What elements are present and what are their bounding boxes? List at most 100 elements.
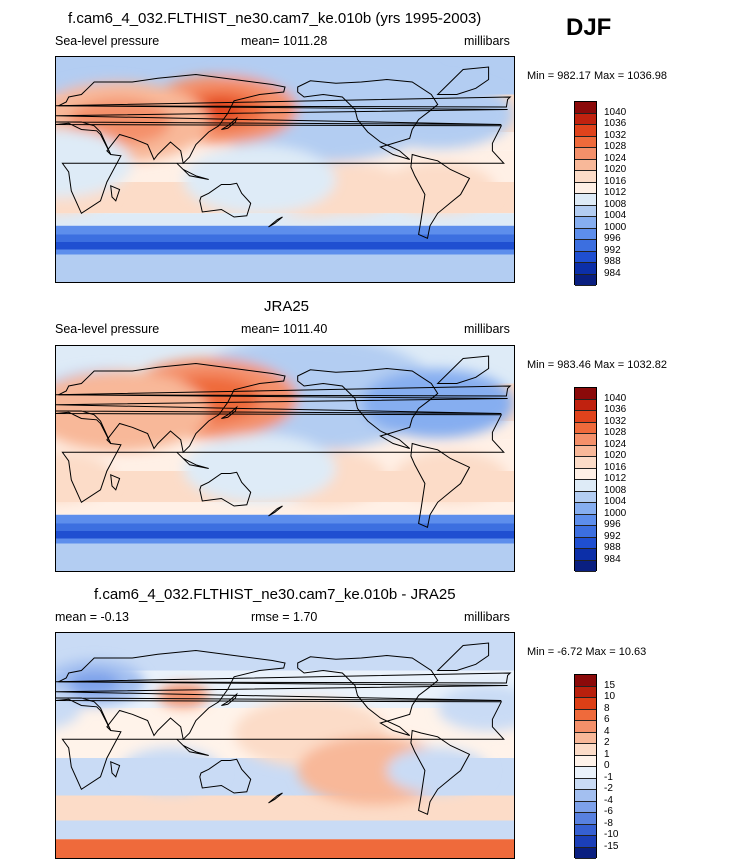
colorbar-swatch [575,503,596,515]
colorbar-swatch [575,755,596,767]
colorbar-swatch [575,445,596,457]
colorbar-swatch [575,251,596,263]
colorbar-tick-label: 1032 [604,129,627,141]
coastline-path [410,442,471,529]
colorbar-swatch [575,675,596,687]
colorbar-tick-label: -10 [604,829,619,840]
colorbar-tick-label: 988 [604,256,621,267]
field-region [380,162,495,215]
colorbar-tick-label: 984 [604,267,621,279]
field-region [119,747,222,794]
colorbar-tick-label: 996 [604,519,621,530]
island-path [56,385,512,397]
field-region [157,684,209,707]
coastline-path [410,729,471,816]
colorbar-swatch [575,480,596,492]
colorbar-swatch [575,263,596,275]
colorbar-tick-label: 1008 [604,198,627,210]
colorbar-swatch [575,709,596,721]
colorbar-tick-label: -6 [604,806,613,817]
island-path [268,505,283,517]
panel3-colorbar [574,674,597,859]
colorbar-tick-label: 10 [604,691,616,702]
panel1-units: millibars [464,34,510,48]
colorbar-swatch [575,434,596,446]
colorbar-swatch [575,240,596,252]
colorbar-swatch [575,468,596,480]
island-path [176,451,209,469]
coastline-path [56,122,505,215]
colorbar-swatch [575,790,596,802]
panel3-map-svg [56,633,514,858]
field-region [437,685,514,731]
pressure-band [56,531,514,539]
coastline-path [297,367,439,449]
colorbar-tick-label: 1012 [604,187,627,198]
colorbar-tick-label: -1 [604,771,613,783]
colorbar-swatch [575,537,596,549]
colorbar-tick-label: 1000 [604,221,627,233]
panel1-map [55,56,515,283]
colorbar-swatch [575,182,596,194]
difference-band [56,820,514,840]
colorbar-tick-label: 1040 [604,392,627,404]
colorbar-tick-label: 4 [604,725,610,737]
difference-band [56,839,514,858]
colorbar-tick-label: 984 [604,553,621,565]
colorbar-tick-label: 1012 [604,473,627,484]
colorbar-tick-label: 1004 [604,210,627,221]
colorbar-swatch [575,560,596,572]
colorbar-swatch [575,836,596,848]
island-path [110,474,121,491]
colorbar-tick-label: 1028 [604,141,627,152]
pressure-band [56,234,514,242]
pressure-band [56,213,514,226]
colorbar-tick-label: 1040 [604,106,627,118]
colorbar-tick-label: -15 [604,840,619,852]
field-region [68,671,120,695]
field-region [201,99,242,120]
pressure-band [56,514,514,524]
panel2-left-label: Sea-level pressure [55,322,160,336]
colorbar-swatch [575,491,596,503]
panel2-minmax: Min = 983.46 Max = 1032.82 [527,359,668,371]
colorbar-tick-label: 6 [604,714,610,725]
colorbar-swatch [575,217,596,229]
colorbar-tick-label: 1036 [604,118,627,129]
colorbar-tick-label: 15 [604,679,616,691]
difference-band [56,795,514,821]
coastline-path [436,642,490,671]
colorbar-swatch [575,194,596,206]
colorbar-tick-label: 0 [604,760,610,771]
panel1-title: f.cam6_4_032.FLTHIST_ne30.cam7_ke.010b (… [68,10,482,27]
coastline-path [199,758,252,794]
coastline-path [199,471,252,507]
colorbar-swatch [575,422,596,434]
colorbar-tick-label: 1016 [604,175,627,187]
field-region [183,434,336,503]
colorbar-tick-label: 1008 [604,484,627,496]
panel3-rmse: rmse = 1.70 [251,610,318,624]
season-label: DJF [566,14,612,41]
colorbar-tick-label: 1020 [604,164,627,175]
panel2-map [55,345,515,572]
island-path [110,185,121,202]
panel2-mean: mean= 1011.40 [241,322,328,336]
panel3-map [55,632,515,859]
colorbar-swatch [575,457,596,469]
colorbar-swatch [575,159,596,171]
colorbar-tick-label: 1024 [604,152,627,164]
colorbar-swatch [575,778,596,790]
colorbar-swatch [575,136,596,148]
pressure-band [56,538,514,544]
colorbar-swatch [575,686,596,698]
colorbar-tick-label: -4 [604,794,613,806]
colorbar-tick-label: 1028 [604,427,627,438]
coastline-path [436,66,490,95]
island-path [268,792,283,804]
island-path [176,162,209,180]
colorbar-tick-label: 8 [604,702,610,714]
colorbar-swatch [575,744,596,756]
coastline-path [56,362,508,454]
coastline-path [56,649,508,741]
